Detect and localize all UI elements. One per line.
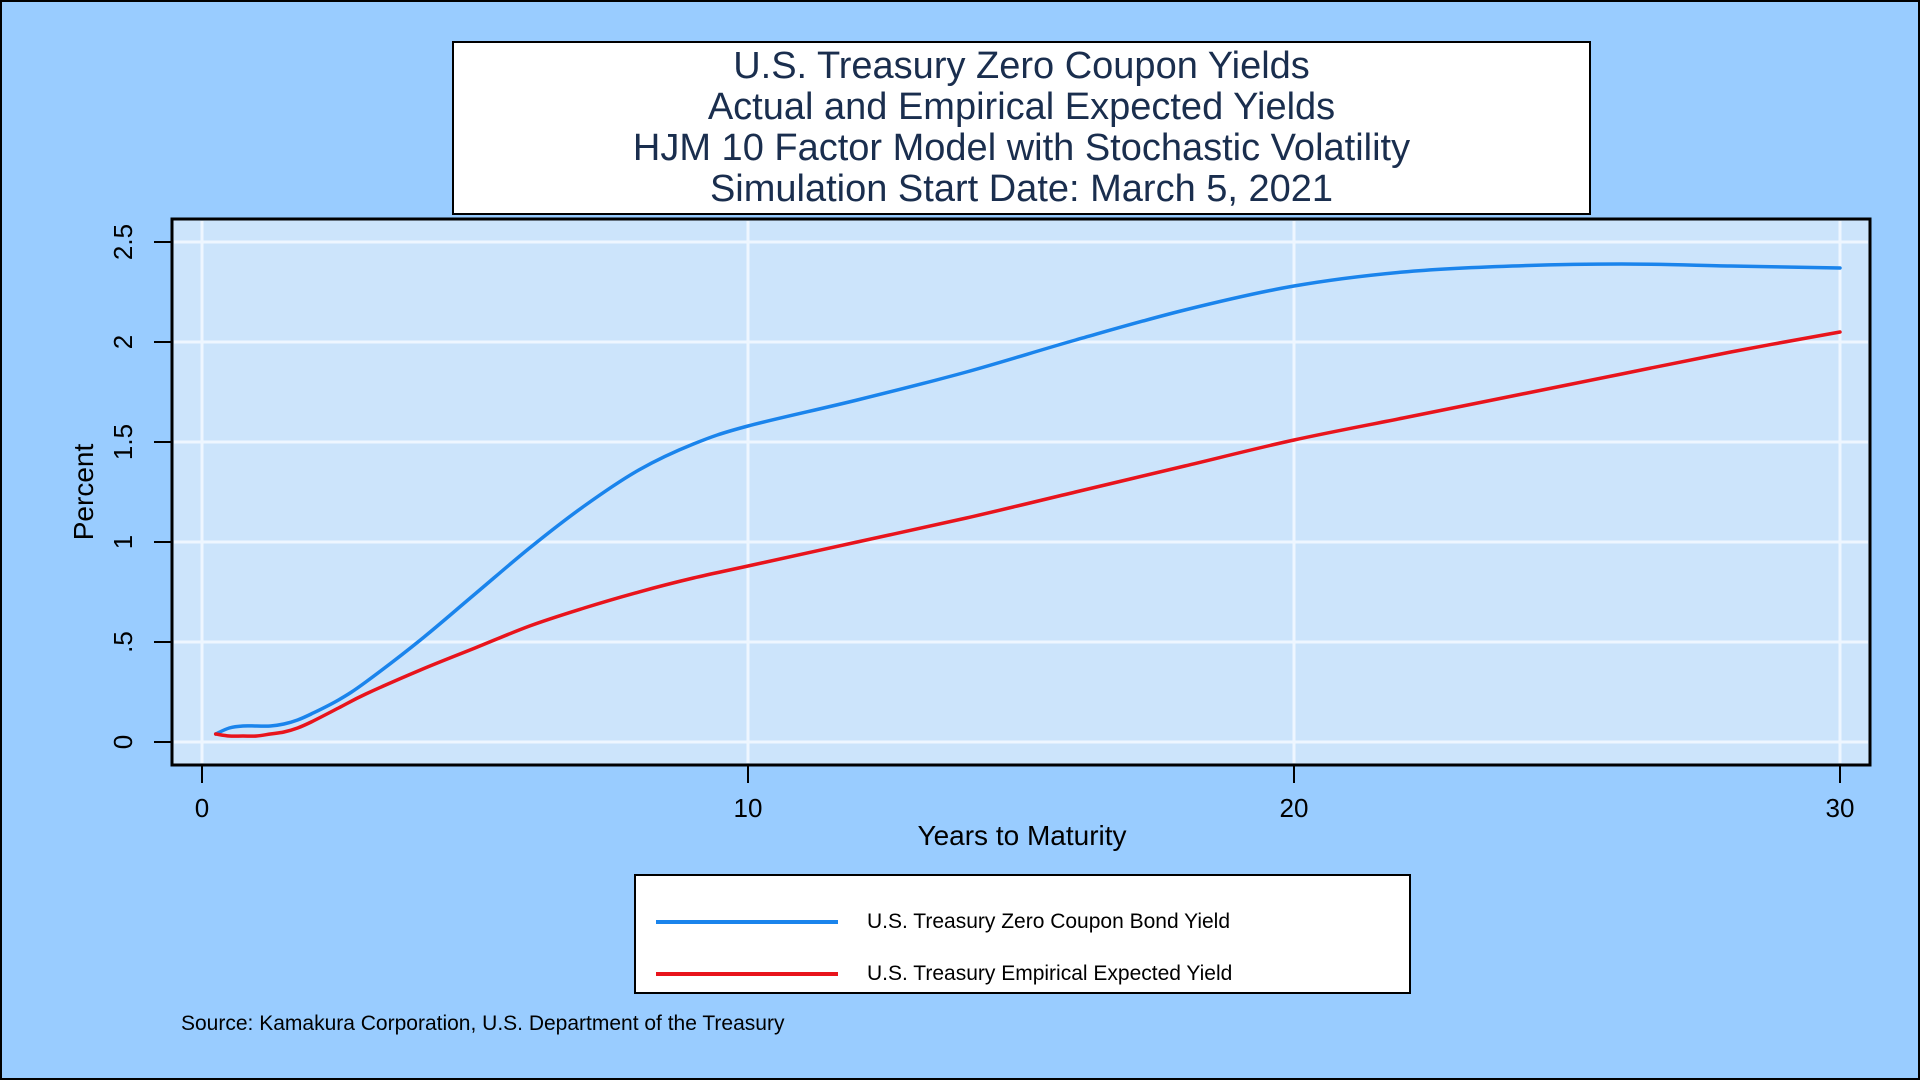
x-tick-label: 30 <box>1826 793 1855 823</box>
legend-swatch-zero-coupon <box>656 920 838 924</box>
chart-title-line-4: Simulation Start Date: March 5, 2021 <box>709 168 1334 210</box>
series-line-expected <box>213 330 1842 738</box>
y-axis-label: Percent <box>68 443 99 541</box>
chart-title-line-3: HJM 10 Factor Model with Stochastic Vola… <box>632 127 1411 169</box>
x-tick-label: 0 <box>195 793 209 823</box>
axes: 0 .5 1 1.5 2 2.5 0 10 20 30 <box>108 224 1854 823</box>
chart-title-line-2: Actual and Empirical Expected Yields <box>707 86 1336 128</box>
legend-label-zero-coupon: U.S. Treasury Zero Coupon Bond Yield <box>867 910 1231 933</box>
gridlines <box>174 221 1868 763</box>
source-note: Source: Kamakura Corporation, U.S. Depar… <box>181 1012 785 1035</box>
plot-area <box>170 217 1872 767</box>
y-tick-label: 2.5 <box>108 224 138 260</box>
y-tick-label: 0 <box>108 735 138 749</box>
legend-label-expected: U.S. Treasury Empirical Expected Yield <box>867 962 1233 985</box>
legend-item-expected: U.S. Treasury Empirical Expected Yield <box>656 962 1376 986</box>
chart-title-line-1: U.S. Treasury Zero Coupon Yields <box>733 45 1310 87</box>
series-lines <box>213 262 1842 738</box>
legend-item-zero-coupon: U.S. Treasury Zero Coupon Bond Yield <box>656 910 1376 934</box>
legend: U.S. Treasury Zero Coupon Bond Yield U.S… <box>634 874 1411 994</box>
x-axis-label: Years to Maturity <box>917 820 1127 851</box>
legend-swatch-expected <box>656 972 838 976</box>
y-tick-label: 1 <box>108 535 138 549</box>
series-line-zero-coupon <box>213 262 1842 736</box>
title-box: U.S. Treasury Zero Coupon Yields Actual … <box>452 41 1591 215</box>
y-tick-label: 1.5 <box>108 424 138 460</box>
y-tick-label: 2 <box>108 335 138 349</box>
y-tick-label: .5 <box>108 631 138 653</box>
x-tick-label: 10 <box>734 793 763 823</box>
x-tick-label: 20 <box>1280 793 1309 823</box>
